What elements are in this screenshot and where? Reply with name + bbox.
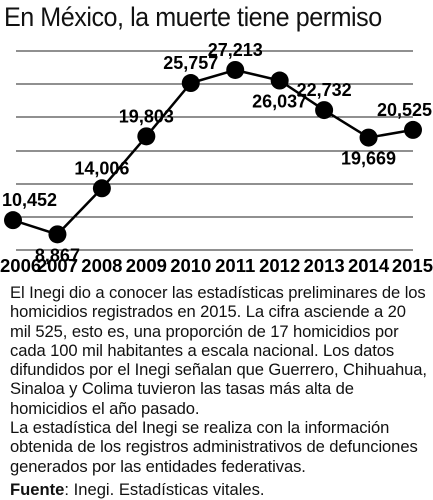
x-tick-2015: 2015 <box>392 255 433 276</box>
data-label-2008: 14,006 <box>74 158 129 178</box>
data-label-2006: 10,452 <box>2 190 57 210</box>
description-paragraph-2: La estadística del Inegi se realiza con … <box>10 418 418 476</box>
series-line <box>12 68 414 236</box>
data-point-2015 <box>404 120 422 139</box>
source-text: : Inegi. Estadísticas vitales. <box>64 480 265 499</box>
description-paragraph-1: El Inegi dio a conocer las estadísticas … <box>10 283 427 418</box>
x-tick-2010: 2010 <box>170 255 211 276</box>
data-label-2007: 8,867 <box>35 245 80 265</box>
data-point-2014 <box>359 128 378 147</box>
x-tick-2013: 2013 <box>304 255 345 276</box>
data-point-2010 <box>181 74 200 93</box>
data-label-2015: 20,525 <box>377 100 432 120</box>
data-point-2011 <box>226 60 245 79</box>
data-point-2006 <box>4 211 22 230</box>
data-label-2009: 19,803 <box>119 106 174 126</box>
x-tick-2007: 2007 <box>37 255 78 276</box>
x-tick-2008: 2008 <box>81 255 122 276</box>
data-label-2014: 19,669 <box>341 149 396 169</box>
x-tick-2011: 2011 <box>215 255 255 276</box>
source-label: Fuente <box>10 480 65 499</box>
data-point-2012 <box>270 71 289 90</box>
x-tick-2012: 2012 <box>259 255 300 276</box>
data-points <box>4 60 422 244</box>
data-point-2013 <box>315 101 334 120</box>
data-label-2012: 26,037 <box>252 92 307 112</box>
data-point-2008 <box>92 179 111 198</box>
data-point-2007 <box>48 225 67 244</box>
gridlines <box>16 50 413 251</box>
source-note: Fuente: Inegi. Estadísticas vitales. <box>10 480 265 499</box>
x-tick-2006: 2006 <box>0 255 41 276</box>
data-label-2011: 27,213 <box>208 40 263 60</box>
data-label-2013: 22,732 <box>297 80 352 100</box>
x-tick-2009: 2009 <box>126 255 167 276</box>
description: El Inegi dio a conocer las estadísticas … <box>10 283 430 476</box>
data-point-2009 <box>137 127 156 146</box>
x-tick-2014: 2014 <box>348 255 390 276</box>
chart-title: En México, la muerte tiene permiso <box>4 2 382 32</box>
data-label-2010: 25,757 <box>163 53 218 73</box>
